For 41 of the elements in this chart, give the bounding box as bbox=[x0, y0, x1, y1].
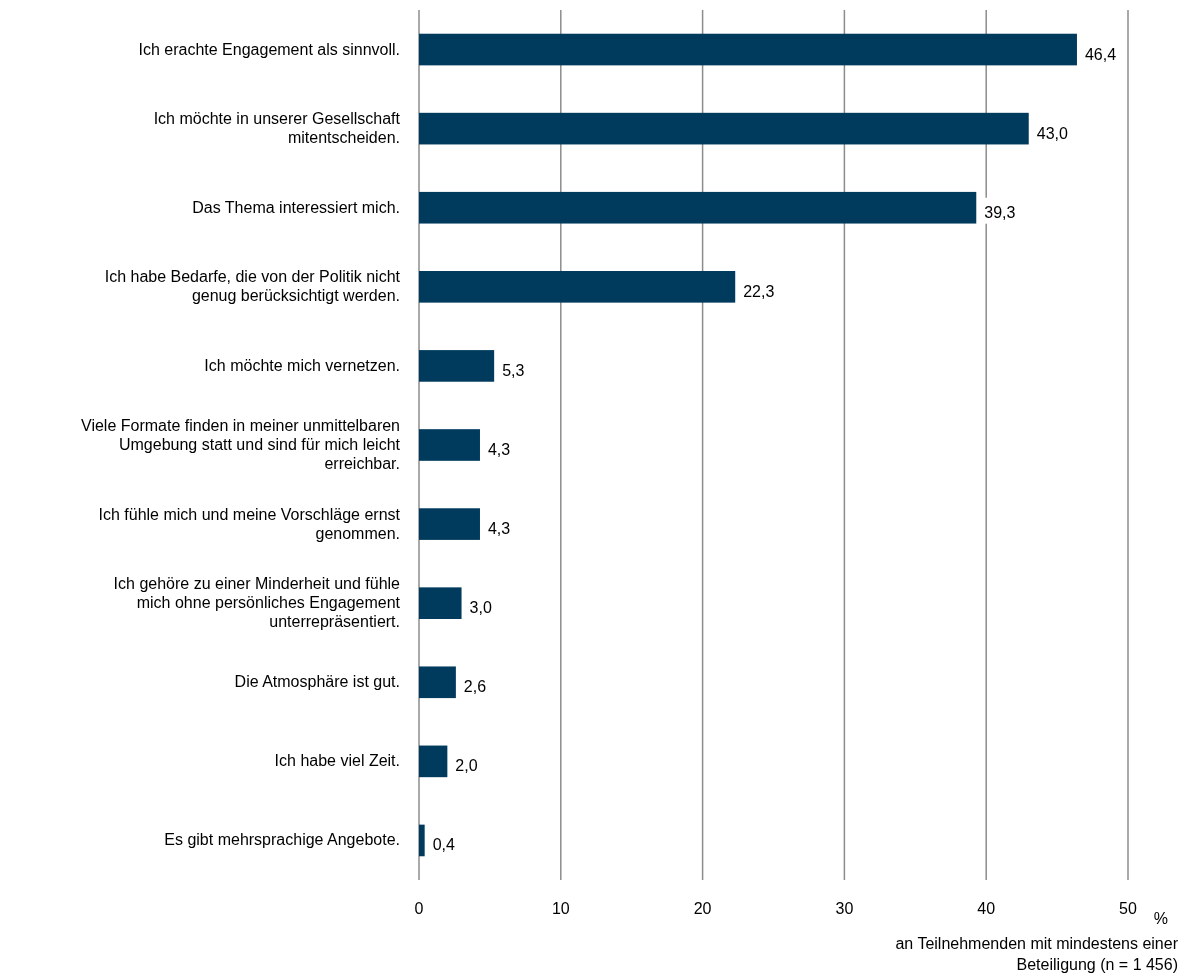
bar bbox=[419, 508, 480, 540]
y-tick-label: Die Atmosphäre ist gut. bbox=[234, 673, 400, 691]
data-label: 4,3 bbox=[487, 441, 511, 458]
x-tick-label: 20 bbox=[693, 900, 712, 917]
y-tick-label: Ich erachte Engagement als sinnvoll. bbox=[138, 40, 400, 58]
bar bbox=[419, 587, 462, 619]
data-label: 4,3 bbox=[487, 520, 511, 538]
bar bbox=[419, 824, 425, 857]
text: an Teilnehmenden mit mindestens einer Beteiligung (n = 1 456) bbox=[895, 935, 1179, 973]
y-tick-label: Das Thema interessiert mich. bbox=[192, 198, 400, 216]
bar bbox=[419, 112, 1029, 145]
x-axis-title: % bbox=[1153, 910, 1168, 927]
x-tick-label: 30 bbox=[835, 900, 854, 917]
x-tick-label: 0 bbox=[414, 900, 424, 917]
y-tick-label: Es gibt mehrsprachige Angebote. bbox=[164, 831, 400, 849]
data-label: 5,3 bbox=[502, 361, 525, 379]
data-label: 22,3 bbox=[743, 282, 775, 300]
y-tick-label: Viele Formate finden in meiner unmittelbaren Umgebung statt und sind für mich leicht erreichbar. bbox=[81, 417, 401, 472]
data-label: 2,0 bbox=[455, 757, 478, 775]
x-tick-label: 50 bbox=[1119, 900, 1137, 917]
data-label: 0,4 bbox=[432, 836, 456, 854]
y-tick-label: Ich habe Bedarfe, die von der Politik nicht genug berücksichtigt werden. bbox=[104, 268, 401, 305]
y-tick-label: Ich fühle mich und meine Vorschläge ernst genommen. bbox=[98, 505, 401, 542]
x-tick-label: 10 bbox=[551, 900, 570, 917]
data-label: 2,6 bbox=[463, 678, 487, 696]
bar bbox=[419, 429, 480, 461]
y-tick-label: Ich habe viel Zeit. bbox=[274, 752, 400, 770]
y-tick-label: Ich gehöre zu einer Minderheit und fühle mich ohne persönliches Engagement unterrepräsentiert. bbox=[113, 575, 401, 631]
y-tick-label: Ich möchte in unserer Gesellschaft mitentscheiden. bbox=[153, 110, 401, 147]
data-label: 39,3 bbox=[984, 203, 1016, 221]
y-tick-label: Ich möchte mich vernetzen. bbox=[204, 356, 400, 374]
bar bbox=[419, 666, 456, 699]
data-label: 46,4 bbox=[1084, 45, 1117, 63]
bar bbox=[419, 745, 448, 778]
x-tick-label: 40 bbox=[977, 900, 996, 917]
data-label: 3,0 bbox=[469, 599, 492, 617]
bar bbox=[419, 33, 1077, 66]
bar bbox=[419, 350, 495, 382]
bar bbox=[419, 191, 977, 224]
bar bbox=[419, 271, 736, 303]
data-label: 43,0 bbox=[1036, 124, 1068, 142]
